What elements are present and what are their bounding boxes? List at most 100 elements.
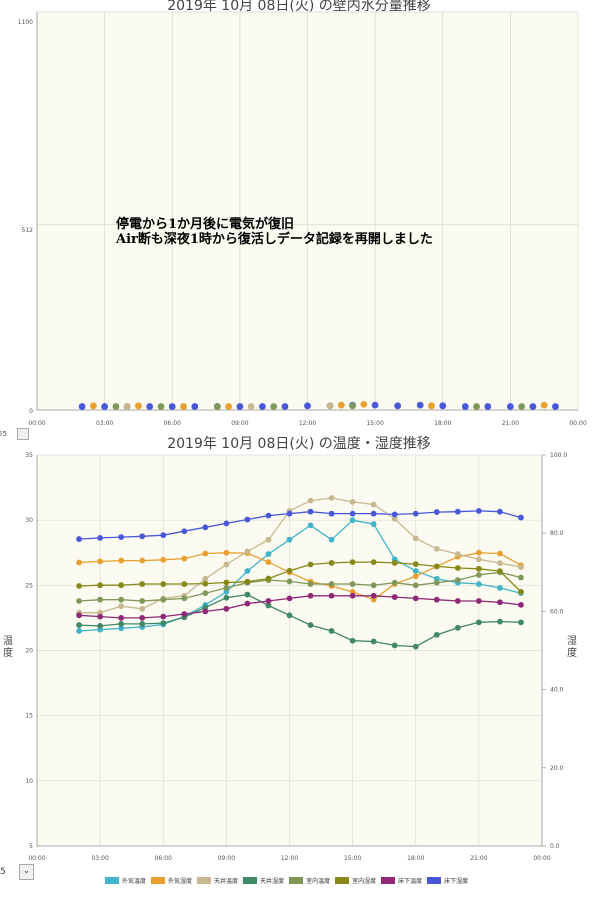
series-point: [223, 605, 230, 612]
series-point: [433, 596, 440, 603]
series-point: [223, 561, 230, 568]
chart1-point: [529, 403, 537, 410]
series-point: [475, 619, 482, 626]
series-point: [307, 581, 314, 587]
chart1-point: [270, 403, 278, 410]
series-point: [433, 579, 440, 586]
legend-item[interactable]: 床下湿度: [427, 876, 468, 885]
series-point: [97, 558, 104, 565]
chart1-point: [112, 403, 120, 410]
x-tick: 21:00: [470, 855, 487, 862]
series-point: [349, 637, 356, 644]
series-point: [349, 510, 356, 517]
series-point: [475, 581, 482, 587]
series-point: [76, 628, 82, 634]
right-y-tick: 40.0: [550, 687, 564, 694]
right-y-tick: 20.0: [550, 765, 564, 772]
left-y-tick: 5: [29, 843, 33, 850]
chart1-point: [473, 403, 480, 410]
scroll-button[interactable]: [17, 428, 29, 440]
chart1-point: [89, 402, 97, 410]
x-tick: 18:00: [407, 855, 424, 862]
series-point: [97, 582, 104, 589]
series-point: [139, 557, 146, 564]
series-point: [328, 592, 335, 599]
chart1-point: [428, 402, 435, 410]
left-y-tick: 20: [25, 648, 33, 655]
series-point: [202, 575, 209, 582]
annotation-line-1: 停電から1か月後に電気が復旧: [116, 217, 295, 232]
series-point: [76, 559, 82, 566]
series-point: [265, 598, 272, 604]
x-tick: 12:00: [299, 420, 316, 427]
x-tick: 15:00: [366, 420, 383, 427]
series-point: [370, 501, 377, 508]
chart1-point: [191, 403, 199, 410]
legend-label: 室内湿度: [352, 878, 377, 885]
series-point: [118, 557, 125, 564]
series-point: [181, 528, 188, 535]
legend: 外気温度 外気湿度 天井温度 天井湿度 室内温度 室内湿度 床下温度 床下湿度: [105, 876, 473, 885]
series-point: [181, 595, 188, 602]
y-tick: 512: [22, 227, 34, 234]
annotation: 停電から1か月後に電気が復旧 Air断も深夜1時から復活しデータ記録を再開しまし…: [116, 217, 433, 247]
legend-item[interactable]: 室内温度: [289, 876, 330, 885]
series-point: [328, 628, 335, 634]
series-point: [328, 536, 335, 543]
series-point: [370, 521, 377, 527]
chart1-point: [135, 402, 142, 410]
series-point: [307, 561, 314, 568]
annotation-line-2: Air断も深夜1時から復活しデータ記録を再開しました: [116, 232, 433, 247]
legend-item[interactable]: 室内湿度: [335, 876, 376, 885]
series-point: [244, 568, 251, 574]
series-point: [118, 625, 125, 632]
chart1-point: [360, 400, 368, 408]
series-point: [454, 577, 461, 584]
legend-swatch: [151, 877, 166, 884]
series-point: [223, 520, 230, 527]
legend-swatch: [427, 877, 442, 884]
left-y-tick: 10: [25, 778, 33, 785]
series-point: [139, 621, 146, 627]
left-y-tick: 30: [25, 517, 33, 524]
legend-item[interactable]: 外気湿度: [151, 876, 192, 885]
series-point: [412, 595, 419, 602]
series-point: [518, 619, 524, 626]
series-point: [475, 549, 482, 556]
series-point: [223, 579, 230, 586]
series-point: [412, 510, 419, 517]
series-point: [412, 573, 419, 580]
series-point: [518, 574, 524, 581]
cut-label: 55: [0, 430, 7, 438]
legend-item[interactable]: 外気温度: [105, 876, 146, 885]
x-tick: 09:00: [231, 420, 248, 427]
series-point: [370, 592, 377, 599]
series-point: [307, 508, 314, 515]
period-select-button[interactable]: ⌄: [19, 864, 34, 880]
x-tick: 00:00: [28, 420, 45, 427]
chart1-point: [371, 401, 379, 409]
legend-item[interactable]: 天井湿度: [243, 876, 284, 885]
chart1-svg: 1100 512 0 00:00 03:00 06:00 09:00 12:00 15:0…: [18, 11, 587, 427]
chart1-point: [484, 403, 492, 410]
legend-swatch: [289, 877, 304, 884]
series-point: [518, 588, 524, 595]
series-point: [97, 613, 104, 620]
legend-item[interactable]: 床下温度: [381, 876, 422, 885]
series-point: [139, 581, 146, 587]
series-point: [223, 594, 230, 601]
series-point: [286, 595, 293, 602]
chart1-point: [101, 403, 109, 410]
legend-item[interactable]: 天井温度: [197, 876, 238, 885]
series-point: [391, 642, 398, 649]
legend-label: 外気湿度: [168, 878, 193, 885]
series-point: [391, 560, 398, 566]
right-axis-label: 湿度: [567, 636, 577, 659]
chart1-point: [123, 403, 131, 410]
series-point: [118, 582, 125, 589]
chart1-point: [146, 403, 154, 410]
series-point: [139, 615, 146, 621]
chart1-point: [225, 403, 233, 410]
y-tick: 0: [29, 408, 33, 415]
legend-label: 床下湿度: [444, 878, 469, 885]
